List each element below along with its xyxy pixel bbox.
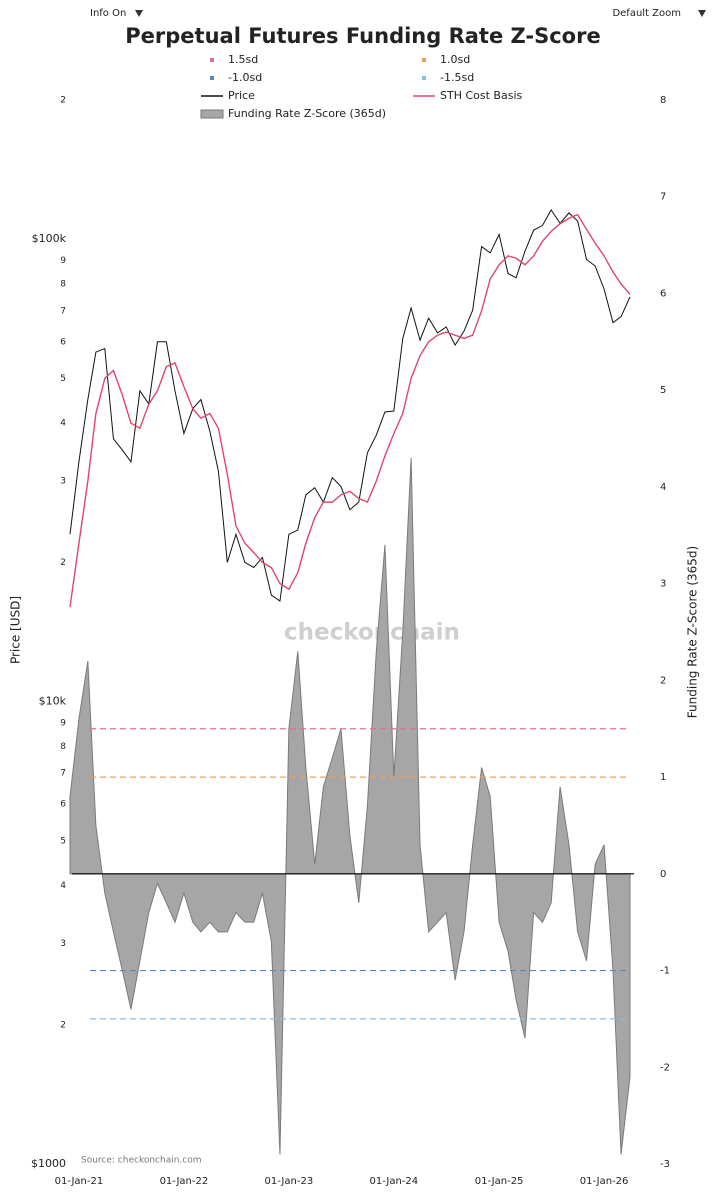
y-tick-label: 6 <box>60 800 66 810</box>
y2-tick-label: 3 <box>660 579 666 590</box>
y-tick-label: 2 <box>60 96 66 106</box>
y-tick-label: 4 <box>60 419 66 429</box>
x-tick-label: 01-Jan-21 <box>55 1176 104 1187</box>
dropdown-arrow[interactable] <box>135 10 143 17</box>
y2-tick-label: 0 <box>660 869 666 880</box>
y-tick-label: 7 <box>60 306 66 316</box>
x-tick-label: 01-Jan-23 <box>265 1176 314 1187</box>
x-tick-label: 01-Jan-25 <box>475 1176 524 1187</box>
menu-info[interactable]: Info On <box>90 8 126 19</box>
y2-tick-label: -3 <box>660 1159 670 1170</box>
dropdown-arrow[interactable] <box>698 10 706 17</box>
y2-tick-label: 1 <box>660 772 666 783</box>
y2-tick-label: 2 <box>660 675 666 686</box>
legend-label: Price <box>228 89 255 102</box>
y-tick-label: 4 <box>60 881 66 891</box>
legend-marker <box>210 58 214 62</box>
source-note: Source: checkonchain.com <box>81 1156 202 1166</box>
y-tick-label: 6 <box>60 337 66 347</box>
chart-title: Perpetual Futures Funding Rate Z-Score <box>125 24 600 48</box>
legend-label: 1.0sd <box>440 53 470 66</box>
y-tick-label: 9 <box>60 256 66 266</box>
series-line <box>69 208 631 602</box>
y-tick-label: 9 <box>60 718 66 728</box>
y2-axis-title: Funding Rate Z-Score (365d) <box>686 546 700 718</box>
y-tick-label: 8 <box>60 742 66 752</box>
y-tick-label: 2 <box>60 558 66 568</box>
watermark: checkonchain <box>284 620 460 646</box>
y2-tick-label: -2 <box>660 1062 670 1073</box>
legend-marker <box>422 58 426 62</box>
legend-label: 1.5sd <box>228 53 258 66</box>
legend-label: Funding Rate Z-Score (365d) <box>228 107 386 120</box>
x-tick-label: 01-Jan-22 <box>160 1176 209 1187</box>
x-tick-label: 01-Jan-24 <box>370 1176 419 1187</box>
series-line <box>69 213 631 608</box>
y-tick-label: 2 <box>60 1020 66 1030</box>
y2-tick-label: 7 <box>660 192 666 203</box>
menu-zoom[interactable]: Default Zoom <box>612 8 681 19</box>
y2-tick-label: 8 <box>660 95 666 106</box>
legend-marker <box>200 109 224 119</box>
legend-label: STH Cost Basis <box>440 89 522 102</box>
y-tick-label: $1000 <box>31 1157 66 1170</box>
y2-tick-label: 4 <box>660 482 666 493</box>
legend-label: -1.0sd <box>228 71 262 84</box>
legend-marker <box>210 76 214 80</box>
legend-marker <box>422 76 426 80</box>
y2-tick-label: -1 <box>660 966 670 977</box>
funding-area <box>69 457 631 1155</box>
legend-label: -1.5sd <box>440 71 474 84</box>
y-tick-label: 5 <box>60 836 66 846</box>
y-tick-label: $10k <box>39 695 67 708</box>
y-tick-label: 8 <box>60 280 66 290</box>
y2-tick-label: 5 <box>660 385 666 396</box>
y-tick-label: 3 <box>60 939 66 949</box>
y-tick-label: 5 <box>60 374 66 384</box>
y-tick-label: $100k <box>32 232 67 245</box>
y-tick-label: 7 <box>60 769 66 779</box>
y2-tick-label: 6 <box>660 288 666 299</box>
x-tick-label: 01-Jan-26 <box>580 1176 629 1187</box>
y-tick-label: 3 <box>60 476 66 486</box>
y-axis-title: Price [USD] <box>9 596 23 664</box>
